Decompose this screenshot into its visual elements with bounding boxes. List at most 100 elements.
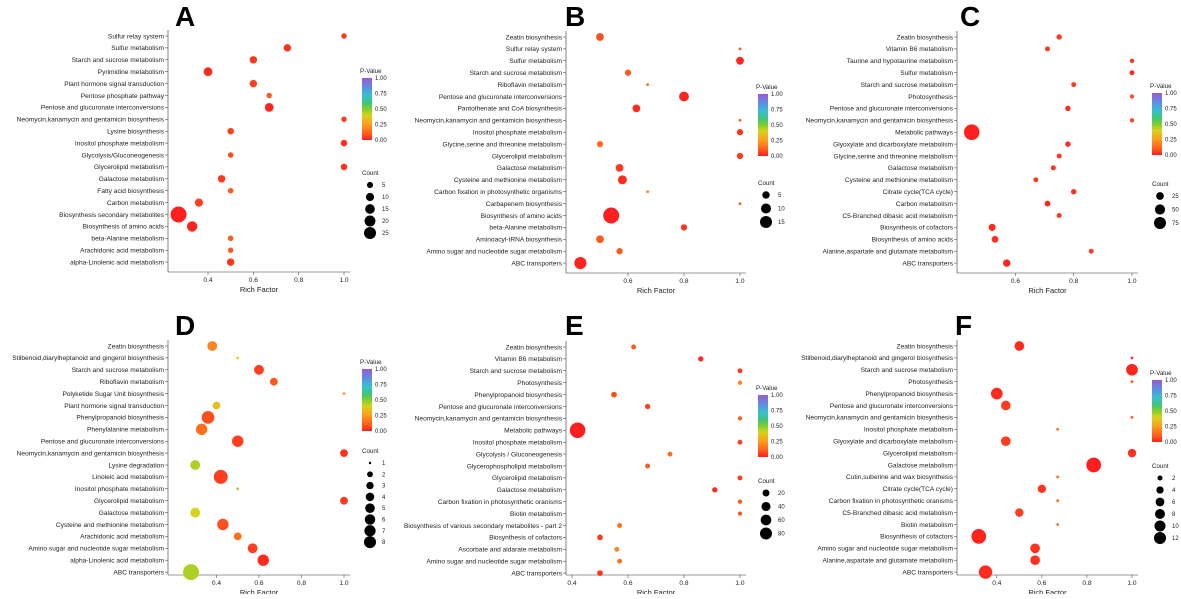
data-point: [1130, 380, 1134, 384]
data-point: [737, 439, 743, 445]
count-legend-dot: [1157, 475, 1163, 481]
category-label: Metabolic pathways: [504, 428, 563, 435]
count-legend-dot: [366, 481, 374, 490]
colorbar-label: 0.00: [375, 429, 387, 435]
x-axis-label: Rich Factor: [240, 285, 279, 294]
data-point: [597, 534, 603, 541]
pvalue-colorbar: [1152, 93, 1162, 155]
category-label: Zeatin biosynthesis: [506, 344, 563, 351]
data-point: [341, 116, 347, 123]
count-legend-label: 25: [1172, 194, 1179, 200]
data-point: [1050, 165, 1056, 171]
count-legend-title: Count: [362, 170, 379, 177]
category-label: Glycerolipid metabolism: [883, 450, 953, 457]
x-axis-label: Rich Factor: [1028, 588, 1067, 594]
category-label: Plant hormone signal transduction: [64, 403, 164, 410]
panel-letter: B: [565, 1, 585, 32]
count-legend-label: 50: [1172, 208, 1179, 214]
category-label: Glycerolipid metabolism: [94, 498, 164, 505]
count-legend-label: 1: [382, 461, 386, 467]
category-label: Pentose phosphate pathway: [81, 93, 165, 100]
data-point: [963, 124, 980, 140]
count-legend-title: Count: [1152, 181, 1169, 188]
count-legend-dot: [1154, 520, 1166, 532]
count-legend-dot: [760, 527, 772, 540]
count-legend-dot: [1155, 509, 1165, 519]
category-label: Sulfur metabolism: [509, 58, 562, 65]
x-axis-label: Rich Factor: [637, 286, 676, 295]
category-label: Glycolysis/Gluconeogenesis: [82, 152, 165, 159]
data-point: [1056, 427, 1060, 431]
category-label: Zeatin biosynthesis: [108, 343, 165, 350]
data-point: [644, 403, 651, 410]
data-point: [340, 496, 348, 505]
category-label: Citrate cycle(TCA cycle): [883, 486, 953, 493]
category-label: Alanine,aspartate and glutamate metaboli…: [823, 558, 954, 565]
colorbar-label: 1.00: [1165, 378, 1177, 384]
count-legend-label: 40: [778, 505, 785, 511]
x-tick-label: 0.6: [254, 580, 263, 587]
category-label: Sulfur relay system: [108, 33, 165, 40]
category-label: Glycolysis / Gluconeogenesis: [476, 451, 563, 458]
category-label: Neomycin,kanamycin and gentamicin biosyn…: [415, 416, 563, 423]
data-point: [1056, 213, 1062, 218]
data-point: [632, 104, 641, 113]
category-label: alpha-Linolenic acid metabolism: [70, 259, 164, 266]
category-label: Neomycin,kanamycin and gentamicin biosyn…: [17, 117, 165, 124]
category-label: Sulfur metabolism: [111, 45, 164, 52]
category-label: Alanine,aspartate and glutamate metaboli…: [823, 249, 954, 256]
category-label: Pentose and glucuronate interconversions: [830, 106, 954, 113]
x-tick-label: 0.8: [294, 277, 303, 284]
data-point: [616, 248, 623, 255]
data-point: [1129, 94, 1135, 99]
data-point: [617, 558, 623, 564]
data-point: [227, 235, 234, 242]
category-label: Citrate cycle(TCA cycle): [883, 189, 953, 196]
x-tick-label: 1.0: [1127, 278, 1136, 285]
category-label: Galactose metabolism: [99, 176, 165, 183]
data-point: [1056, 153, 1062, 159]
data-point: [1030, 555, 1040, 566]
category-label: Pentose and glucuronate interconversions: [41, 439, 165, 446]
data-point: [978, 565, 993, 579]
data-point: [217, 175, 226, 183]
category-label: Cysteine and methionine metabolism: [454, 177, 563, 184]
category-label: Carbon fixation in photosynthetic oranis…: [829, 498, 954, 505]
x-tick-label: 0.4: [567, 580, 576, 587]
count-legend-dot: [365, 503, 375, 513]
category-label: Plant hormone signal transduction: [64, 81, 164, 88]
data-point: [646, 83, 649, 86]
count-legend-dot: [760, 216, 772, 228]
category-label: Glycerolipid metabolism: [94, 164, 164, 171]
category-label: beta-Alanine metabolism: [91, 236, 164, 243]
category-label: Glyoxylate and dicarboxylate metabolism: [833, 439, 953, 446]
data-point: [1065, 105, 1071, 112]
data-point: [170, 206, 187, 223]
data-point: [190, 460, 201, 470]
count-legend-dot: [762, 191, 770, 199]
category-label: Zeatin biosynthesis: [897, 343, 954, 350]
data-point: [736, 56, 744, 65]
pvalue-legend-title: P-Value: [1150, 370, 1172, 377]
category-label: C5-Branched dibasic acid metabolism: [842, 213, 953, 220]
category-label: ABC transporters: [113, 569, 164, 576]
data-point: [227, 187, 234, 194]
count-legend-label: 8: [382, 540, 386, 546]
count-legend-dot: [364, 536, 376, 549]
count-legend-label: 10: [778, 207, 785, 213]
data-point: [1056, 475, 1060, 479]
count-legend-label: 7: [382, 529, 386, 535]
data-point: [249, 56, 258, 64]
colorbar-label: 0.50: [1165, 409, 1177, 415]
category-label: Zeatin biosynthesis: [506, 34, 563, 41]
pvalue-colorbar: [758, 94, 768, 156]
category-label: Biosynthesis of amino acids: [481, 213, 563, 220]
data-point: [1130, 356, 1134, 360]
data-point: [1129, 58, 1135, 63]
category-label: Vitamin B6 metabolism: [886, 46, 954, 53]
pvalue-legend-title: P-Value: [756, 84, 778, 91]
category-label: ABC transporters: [511, 260, 562, 267]
colorbar-label: 0.75: [375, 383, 387, 389]
data-point: [624, 69, 632, 76]
